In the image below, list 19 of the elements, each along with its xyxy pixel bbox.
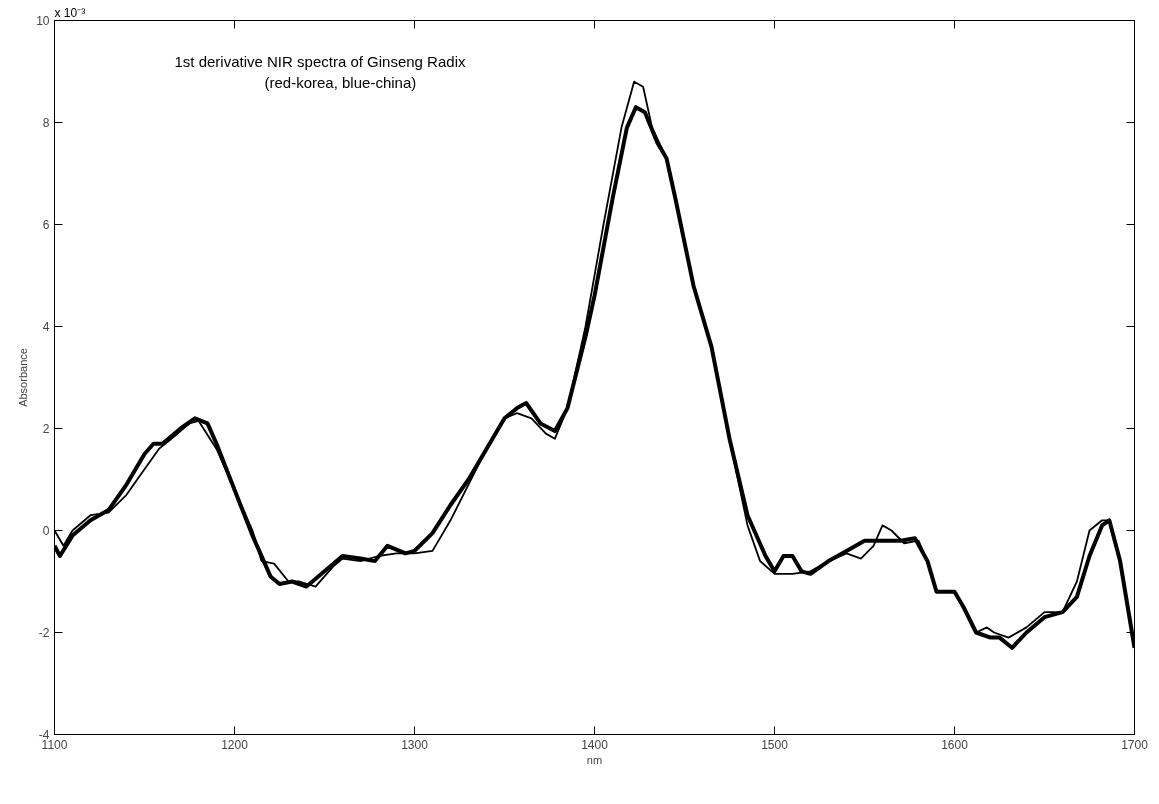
x-tick-label: 1200 (221, 737, 249, 752)
x-tick-label: 1400 (581, 737, 609, 752)
text: 1st derivative NIR spectra of Ginseng Radix (174, 52, 466, 70)
text: x 10⁻³ (54, 5, 86, 20)
x-tick-label: 1700 (1121, 737, 1149, 752)
x-tick-label: 1300 (401, 737, 429, 752)
y-tick-label: 2 (42, 422, 50, 436)
y-tick-label: 4 (42, 320, 50, 334)
y-tick-label: 10 (36, 14, 50, 28)
y-tick-label: -2 (38, 626, 50, 640)
y-tick-label: 6 (42, 218, 50, 232)
x-axis-title: nm (586, 753, 603, 766)
x-tick-label: 1100 (41, 737, 68, 752)
y-tick-label: 0 (42, 524, 50, 538)
x-tick-label: 1500 (761, 737, 789, 752)
y-tick-label: 8 (42, 116, 50, 130)
text: (red-korea, blue-china) (264, 73, 417, 91)
x-tick-label: 1600 (941, 737, 969, 752)
y-axis-title: Absorbance (17, 348, 30, 407)
